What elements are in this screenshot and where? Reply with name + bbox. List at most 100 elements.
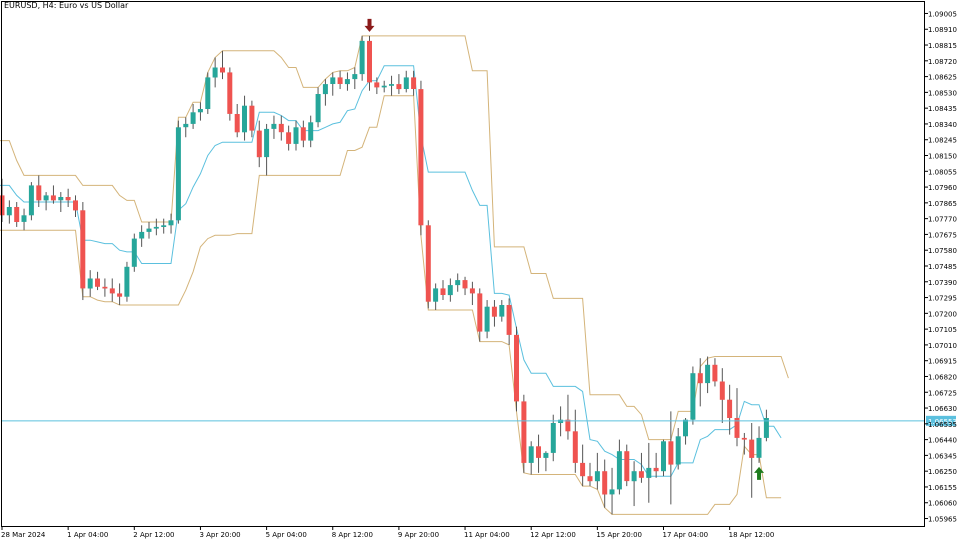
candle-bull xyxy=(308,122,314,141)
candle-bull xyxy=(28,185,34,216)
candle-bull xyxy=(190,112,196,124)
y-tick-label: 1.07295 xyxy=(928,295,957,303)
candle-bear xyxy=(418,89,424,226)
candle-bear xyxy=(95,278,100,287)
y-tick-label: 1.06630 xyxy=(928,405,957,413)
candle-bear xyxy=(712,364,718,382)
candle-bull xyxy=(484,306,490,332)
candle-bull xyxy=(21,215,27,222)
candle-bull xyxy=(315,94,321,123)
candle-bear xyxy=(36,185,42,201)
y-tick-label: 1.07200 xyxy=(928,310,957,318)
candle-bear xyxy=(587,476,593,482)
y-tick-label: 1.06820 xyxy=(928,373,957,381)
candle-bear xyxy=(337,77,343,84)
markers-layer xyxy=(364,18,765,480)
x-tick-label: 11 Apr 04:00 xyxy=(464,531,510,539)
y-tick-label: 1.08245 xyxy=(928,137,957,145)
midline xyxy=(0,65,782,477)
x-tick-label: 5 Apr 04:00 xyxy=(266,531,307,539)
candle-bear xyxy=(411,77,417,89)
candle-bear xyxy=(65,197,71,201)
plot-frame xyxy=(1,1,925,527)
candle-bull xyxy=(550,423,556,453)
candle-bull xyxy=(124,266,130,297)
candle-bear xyxy=(227,72,233,114)
candle-bear xyxy=(234,114,240,133)
candle-bull xyxy=(293,127,299,144)
candle-bear xyxy=(0,195,5,216)
candle-bear xyxy=(697,373,703,384)
y-tick-label: 1.07485 xyxy=(928,263,957,271)
y-tick-label: 1.06250 xyxy=(928,468,957,476)
candle-bull xyxy=(543,452,549,458)
candle-bull xyxy=(705,364,711,384)
candle-bull xyxy=(271,123,277,129)
candle-bear xyxy=(462,280,468,289)
candle-bear xyxy=(653,467,659,472)
y-tick-label: 1.08720 xyxy=(928,58,957,66)
candle-bull xyxy=(558,419,564,423)
candle-bear xyxy=(668,441,674,465)
y-tick-label: 1.07105 xyxy=(928,326,957,334)
candle-bull xyxy=(609,489,615,495)
y-tick-label: 1.08910 xyxy=(928,26,957,34)
candle-bull xyxy=(756,437,762,458)
candle-bear xyxy=(514,334,519,402)
envelope-lower-line xyxy=(0,95,782,515)
y-tick-label: 1.08435 xyxy=(928,105,957,113)
candle-bear xyxy=(374,82,380,88)
candle-bear xyxy=(491,306,497,317)
x-tick-label: 18 Apr 12:00 xyxy=(729,531,775,539)
candle-bear xyxy=(300,127,306,141)
x-tick-label: 3 Apr 20:00 xyxy=(199,531,240,539)
y-tick-label: 1.06725 xyxy=(928,389,957,397)
x-tick-label: 1 Apr 04:00 xyxy=(67,531,108,539)
candle-bull xyxy=(153,226,159,229)
y-tick-label: 1.08150 xyxy=(928,153,957,161)
candle-bull xyxy=(6,207,12,216)
candle-bull xyxy=(528,446,534,463)
y-tick-label: 1.07580 xyxy=(928,247,957,255)
envelope-upper-line xyxy=(0,35,789,441)
x-tick-label: 28 Mar 2024 xyxy=(1,531,46,539)
candle-bull xyxy=(661,441,666,472)
candle-bear xyxy=(749,439,755,458)
candle-bull xyxy=(131,238,137,267)
candle-bull xyxy=(389,84,394,86)
candle-bear xyxy=(734,418,740,438)
candle-bull xyxy=(161,225,167,227)
candle-bull xyxy=(205,77,211,109)
candle-bear xyxy=(286,132,292,144)
candle-bear xyxy=(367,40,372,83)
y-tick-label: 1.06440 xyxy=(928,437,957,445)
candle-bear xyxy=(73,200,78,211)
candle-bull xyxy=(403,77,409,89)
candle-bear xyxy=(102,286,108,289)
buy-arrow-icon xyxy=(754,466,765,480)
candle-bear xyxy=(506,305,512,335)
y-tick-label: 1.07390 xyxy=(928,279,957,287)
y-tick-label: 1.08815 xyxy=(928,42,957,50)
candles-layer xyxy=(0,35,769,515)
y-tick-label: 1.06345 xyxy=(928,452,957,460)
candle-bear xyxy=(469,288,475,294)
candle-bull xyxy=(352,74,358,80)
y-tick-label: 1.07865 xyxy=(928,200,957,208)
candle-bull xyxy=(242,105,247,133)
candle-bull xyxy=(139,231,145,239)
candle-bear xyxy=(440,288,446,295)
candle-bull xyxy=(381,85,387,88)
candle-bull xyxy=(322,84,328,95)
candle-bear xyxy=(638,471,644,478)
current-price-badge xyxy=(926,415,956,426)
y-tick-label: 1.07010 xyxy=(928,342,957,350)
candle-bear xyxy=(278,123,284,133)
candle-bull xyxy=(616,451,622,490)
y-tick-label: 1.07770 xyxy=(928,216,957,224)
candle-bear xyxy=(117,293,123,297)
y-tick-label: 1.06060 xyxy=(928,500,957,508)
